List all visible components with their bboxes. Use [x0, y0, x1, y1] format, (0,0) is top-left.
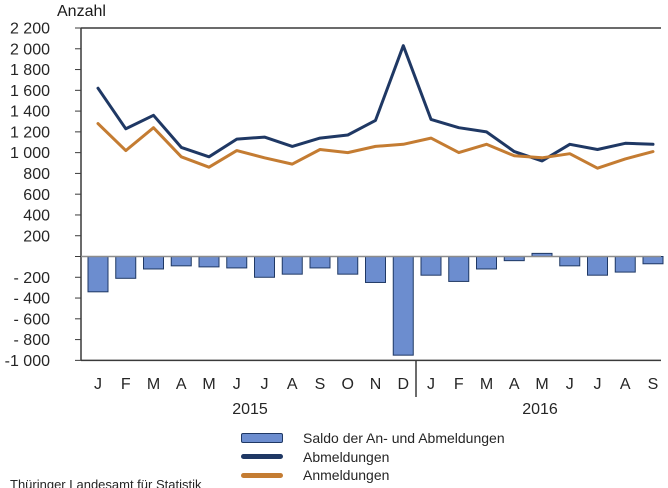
saldo-bar: [198, 256, 220, 268]
month-label: J: [427, 376, 435, 393]
month-label: M: [147, 376, 160, 393]
month-label: A: [176, 376, 187, 393]
saldo-bar: [87, 256, 109, 293]
year-label-2016: 2016: [522, 401, 558, 418]
y-axis-tick-label: -1 000: [5, 353, 50, 370]
month-label: J: [261, 376, 269, 393]
month-label: S: [648, 376, 659, 393]
y-axis-tick-label: 1 200: [10, 124, 50, 141]
line-anmeldungen: [96, 122, 655, 170]
y-axis-tick-label: - 800: [14, 332, 51, 349]
saldo-bar: [309, 256, 331, 269]
legend-item-anmeldungen: Anmeldungen: [241, 466, 505, 485]
month-label: N: [370, 376, 382, 393]
month-label: A: [287, 376, 298, 393]
month-label: M: [480, 376, 493, 393]
saldo-bar: [614, 256, 636, 273]
legend-label-abmeldungen: Abmeldungen: [303, 448, 390, 465]
source-attribution: Thüringer Landesamt für Statistik: [10, 477, 202, 488]
saldo-bar: [281, 256, 303, 275]
saldo-bar: [448, 256, 470, 282]
month-label: O: [342, 376, 354, 393]
legend-label-saldo: Saldo der An- und Abmeldungen: [303, 430, 505, 447]
saldo-bar: [170, 256, 192, 267]
y-axis-tick-label: - 600: [14, 311, 51, 328]
y-axis-tick-label: 400: [23, 208, 50, 225]
y-axis-tick-label: 600: [23, 187, 50, 204]
saldo-bar: [642, 256, 664, 265]
saldo-bar: [115, 256, 137, 279]
month-label: A: [509, 376, 520, 393]
month-label: D: [397, 376, 409, 393]
y-axis-tick-label: 1 800: [10, 62, 50, 79]
legend-item-abmeldungen: Abmeldungen: [241, 448, 505, 467]
line-abmeldungen: [96, 44, 655, 163]
month-label: J: [594, 376, 602, 393]
legend-swatch-bar-icon: [241, 433, 283, 444]
y-axis-tick-label: 1 400: [10, 104, 50, 121]
y-axis-tick-label: 200: [23, 228, 50, 245]
y-axis-tick-label: 1 000: [10, 145, 50, 162]
legend-swatch-orange-line-icon: [241, 472, 283, 478]
legend-swatch-dark-line-icon: [241, 454, 283, 460]
saldo-bar: [337, 256, 359, 275]
saldo-bar: [476, 256, 497, 270]
y-axis-tick-label: - 200: [14, 270, 51, 287]
month-label: F: [121, 376, 131, 393]
saldo-bar: [392, 256, 414, 356]
y-axis-tick-label: - 400: [14, 291, 51, 308]
legend-item-saldo: Saldo der An- und Abmeldungen: [241, 429, 505, 448]
legend-label-anmeldungen: Anmeldungen: [303, 467, 390, 484]
saldo-bar: [559, 256, 581, 267]
saldo-bar: [365, 256, 386, 283]
month-label: M: [202, 376, 215, 393]
month-label: A: [620, 376, 631, 393]
saldo-bar: [254, 256, 275, 278]
y-axis-tick-label: 1 600: [10, 83, 50, 100]
chart-legend: Saldo der An- und Abmeldungen Abmeldunge…: [241, 429, 505, 485]
month-label: M: [535, 376, 548, 393]
saldo-bar: [420, 256, 442, 276]
saldo-bar: [587, 256, 608, 276]
y-axis-tick-label: 2 200: [10, 21, 50, 38]
y-axis-tick-label: 2 000: [10, 41, 50, 58]
month-label: J: [94, 376, 102, 393]
y-axis-tick-label: 800: [23, 166, 50, 183]
y-axis-title: Anzahl: [57, 3, 106, 20]
year-label-2015: 2015: [232, 401, 268, 418]
saldo-bar: [143, 256, 164, 270]
month-label: J: [233, 376, 241, 393]
month-label: S: [315, 376, 326, 393]
month-label: J: [566, 376, 574, 393]
saldo-bar: [226, 256, 248, 269]
month-label: F: [454, 376, 464, 393]
